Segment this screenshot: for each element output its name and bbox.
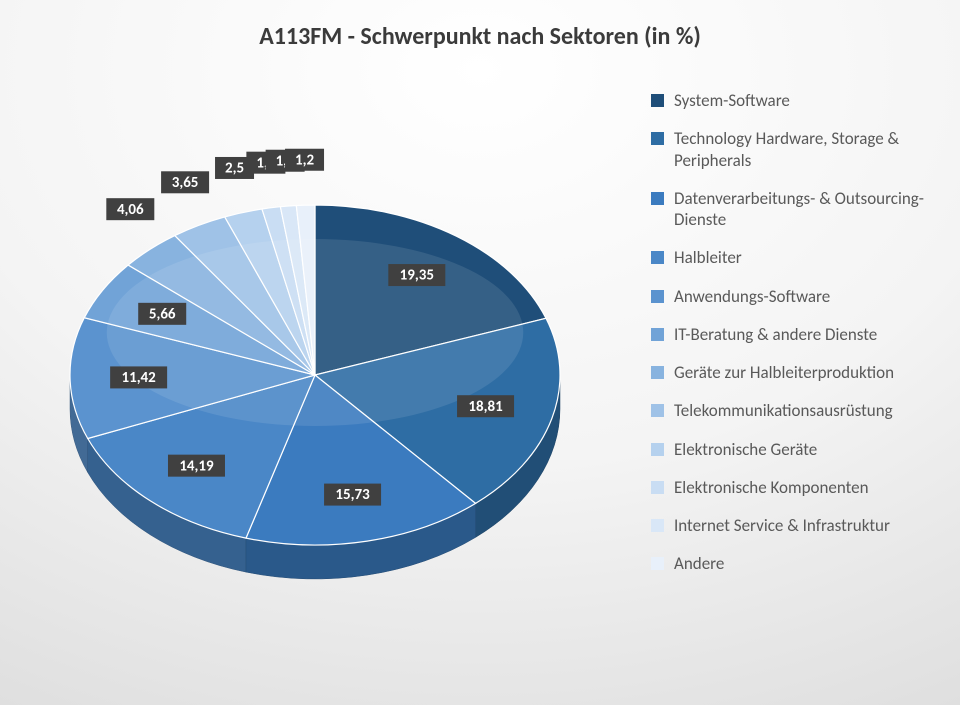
legend-label: Elektronische Geräte [674,439,817,460]
legend-item: Anwendungs-Software [651,286,936,307]
slice-label: 3,65 [172,174,199,192]
legend-label: Datenverarbeitungs- & Outsourcing-Dienst… [674,188,936,231]
legend-item: Internet Service & Infrastruktur [651,515,936,536]
legend-item: Halbleiter [651,247,936,268]
pie-chart: 19,35 18,81 15,73 14,19 11,42 5,66 4,06 3,65 2,5… [40,115,590,655]
legend-label: IT-Beratung & andere Dienste [674,324,877,345]
legend-swatch [651,481,664,494]
legend-swatch [651,251,664,264]
legend-label: Anwendungs-Software [674,286,830,307]
legend-label: Halbleiter [674,247,742,268]
slice-label: 4,06 [117,201,144,219]
legend: System-Software Technology Hardware, Stor… [651,90,936,592]
slice-label: 5,66 [149,305,176,323]
legend-item: Datenverarbeitungs- & Outsourcing-Dienst… [651,188,936,231]
legend-label: Geräte zur Halbleiterproduktion [674,362,894,383]
slice-label: 19,35 [400,267,434,285]
legend-swatch [651,443,664,456]
legend-swatch [651,94,664,107]
chart-canvas: A113FM - Schwerpunkt nach Sektoren (in %… [0,0,960,705]
legend-swatch [651,519,664,532]
legend-swatch [651,404,664,417]
pie-svg: 19,35 18,81 15,73 14,19 11,42 5,66 4,06 3,65 2,5… [40,115,590,655]
legend-item: Andere [651,553,936,574]
legend-swatch [651,366,664,379]
legend-label: Telekommunikationsausrüstung [674,400,893,421]
slice-label: 11,42 [121,369,156,387]
legend-swatch [651,290,664,303]
legend-swatch [651,192,664,205]
legend-item: Elektronische Komponenten [651,477,936,498]
legend-label: Elektronische Komponenten [674,477,869,498]
legend-swatch [651,557,664,570]
legend-item: IT-Beratung & andere Dienste [651,324,936,345]
legend-item: Telekommunikationsausrüstung [651,400,936,421]
slice-label: 18,81 [468,398,503,416]
slice-label: 15,73 [335,486,370,504]
legend-label: Andere [674,553,724,574]
legend-item: System-Software [651,90,936,111]
legend-label: System-Software [674,90,790,111]
legend-item: Elektronische Geräte [651,439,936,460]
slice-label: 14,19 [179,457,214,475]
legend-item: Geräte zur Halbleiterproduktion [651,362,936,383]
slice-label: 2,5 [225,160,244,178]
slice-label: 1,2 [295,151,314,169]
legend-swatch [651,328,664,341]
legend-item: Technology Hardware, Storage & Periphera… [651,128,936,171]
legend-label: Technology Hardware, Storage & Periphera… [674,128,936,171]
legend-label: Internet Service & Infrastruktur [674,515,890,536]
legend-swatch [651,132,664,145]
chart-title: A113FM - Schwerpunkt nach Sektoren (in %… [0,22,960,51]
